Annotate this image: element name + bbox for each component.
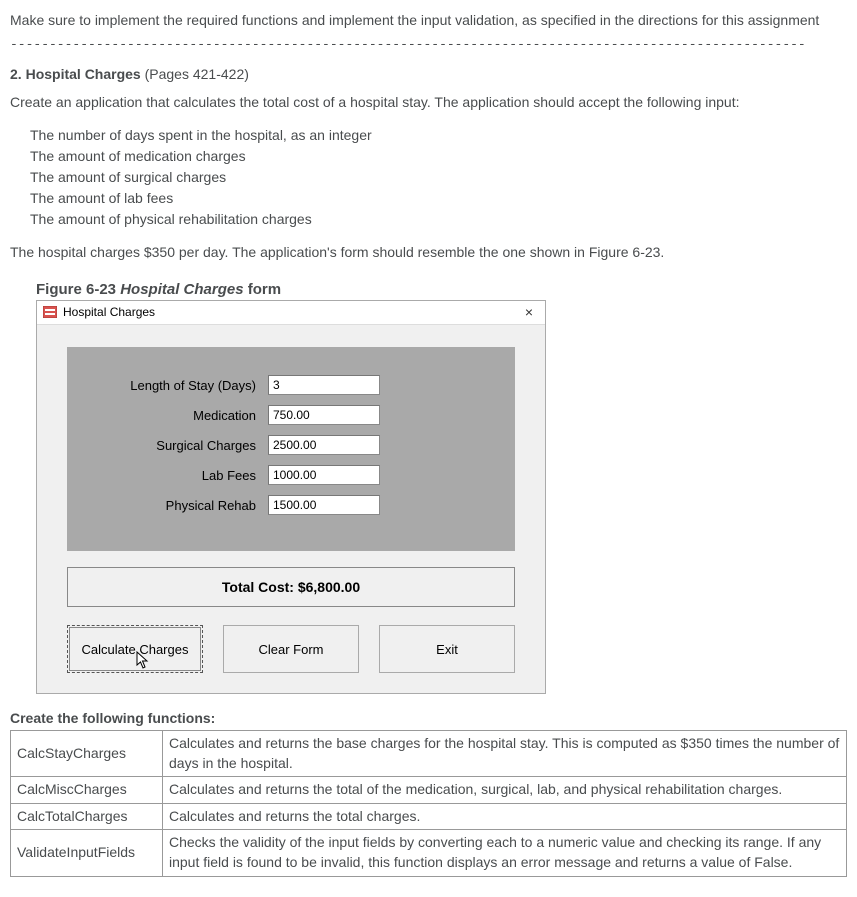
- window-titlebar: Hospital Charges ×: [37, 301, 545, 325]
- input-panel: Length of Stay (Days) Medication Surgica…: [67, 347, 515, 551]
- list-item: The amount of physical rehabilitation ch…: [30, 209, 847, 230]
- exit-button[interactable]: Exit: [379, 625, 515, 673]
- field-row-days: Length of Stay (Days): [103, 375, 479, 395]
- func-name: CalcStayCharges: [11, 731, 163, 777]
- field-row-rehab: Physical Rehab: [103, 495, 479, 515]
- figure-caption: Figure 6-23 Hospital Charges form: [36, 281, 847, 298]
- figure-suffix: form: [244, 281, 282, 298]
- field-row-surgical: Surgical Charges: [103, 435, 479, 455]
- func-desc: Checks the validity of the input fields …: [163, 830, 847, 876]
- total-cost-box: Total Cost: $6,800.00: [67, 567, 515, 607]
- close-icon[interactable]: ×: [521, 305, 537, 319]
- section-heading: Hospital Charges: [26, 66, 141, 82]
- input-surgical[interactable]: [268, 435, 380, 455]
- list-item: The amount of medication charges: [30, 146, 847, 167]
- section-number: 2.: [10, 66, 22, 82]
- form-body: Length of Stay (Days) Medication Surgica…: [37, 325, 545, 693]
- calculate-button-label: Calculate Charges: [82, 642, 189, 657]
- button-row: Calculate Charges Clear Form Exit: [67, 625, 515, 673]
- section-title: 2. Hospital Charges (Pages 421-422): [10, 66, 847, 82]
- table-row: ValidateInputFields Checks the validity …: [11, 830, 847, 876]
- create-app-text: Create an application that calculates th…: [10, 92, 847, 113]
- input-rehab[interactable]: [268, 495, 380, 515]
- app-icon: [43, 306, 57, 318]
- input-lab[interactable]: [268, 465, 380, 485]
- func-desc: Calculates and returns the total of the …: [163, 777, 847, 804]
- mock-window: Hospital Charges × Length of Stay (Days)…: [36, 300, 546, 694]
- clear-button[interactable]: Clear Form: [223, 625, 359, 673]
- rate-instruction: The hospital charges $350 per day. The a…: [10, 242, 847, 263]
- list-item: The amount of surgical charges: [30, 167, 847, 188]
- table-row: CalcStayCharges Calculates and returns t…: [11, 731, 847, 777]
- list-item: The number of days spent in the hospital…: [30, 125, 847, 146]
- field-row-medication: Medication: [103, 405, 479, 425]
- section-pages: (Pages 421-422): [145, 66, 249, 82]
- func-desc: Calculates and returns the total charges…: [163, 803, 847, 830]
- input-days[interactable]: [268, 375, 380, 395]
- list-item: The amount of lab fees: [30, 188, 847, 209]
- func-desc: Calculates and returns the base charges …: [163, 731, 847, 777]
- label-days: Length of Stay (Days): [103, 378, 268, 393]
- label-rehab: Physical Rehab: [103, 498, 268, 513]
- field-row-lab: Lab Fees: [103, 465, 479, 485]
- window-title: Hospital Charges: [63, 305, 521, 319]
- table-row: CalcTotalCharges Calculates and returns …: [11, 803, 847, 830]
- func-name: CalcMiscCharges: [11, 777, 163, 804]
- figure-prefix: Figure 6-23: [36, 281, 120, 298]
- input-medication[interactable]: [268, 405, 380, 425]
- figure-title-italic: Hospital Charges: [120, 281, 243, 298]
- table-row: CalcMiscCharges Calculates and returns t…: [11, 777, 847, 804]
- intro-instruction: Make sure to implement the required func…: [10, 10, 847, 31]
- label-surgical: Surgical Charges: [103, 438, 268, 453]
- func-name: ValidateInputFields: [11, 830, 163, 876]
- label-medication: Medication: [103, 408, 268, 423]
- input-requirements-list: The number of days spent in the hospital…: [30, 125, 847, 230]
- divider-line: ----------------------------------------…: [10, 37, 847, 52]
- calculate-button[interactable]: Calculate Charges: [67, 625, 203, 673]
- functions-table: CalcStayCharges Calculates and returns t…: [10, 730, 847, 877]
- func-name: CalcTotalCharges: [11, 803, 163, 830]
- functions-heading: Create the following functions:: [10, 710, 847, 726]
- label-lab: Lab Fees: [103, 468, 268, 483]
